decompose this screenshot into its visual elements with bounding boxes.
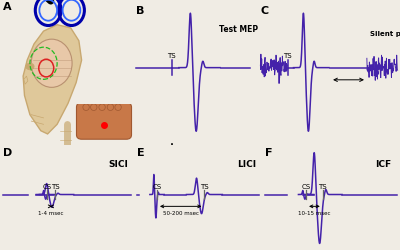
Text: CS: CS bbox=[42, 183, 52, 189]
Text: LICI: LICI bbox=[237, 159, 256, 168]
Polygon shape bbox=[23, 26, 82, 134]
Text: 50-200 msec: 50-200 msec bbox=[163, 211, 199, 216]
Text: ICF: ICF bbox=[375, 159, 392, 168]
Text: TS: TS bbox=[51, 183, 59, 189]
Ellipse shape bbox=[115, 104, 121, 111]
Text: D: D bbox=[3, 147, 12, 157]
Text: TS: TS bbox=[168, 52, 176, 58]
Ellipse shape bbox=[107, 104, 114, 111]
Text: Test MEP: Test MEP bbox=[219, 25, 258, 34]
Text: 0.5 mV: 0.5 mV bbox=[177, 144, 204, 153]
Text: CS: CS bbox=[302, 183, 311, 189]
Ellipse shape bbox=[83, 104, 89, 111]
Text: SICI: SICI bbox=[108, 159, 128, 168]
Text: C: C bbox=[261, 6, 269, 16]
Polygon shape bbox=[24, 77, 28, 85]
Ellipse shape bbox=[90, 104, 97, 111]
Text: B: B bbox=[136, 6, 145, 16]
Text: E: E bbox=[136, 147, 144, 157]
Ellipse shape bbox=[99, 104, 105, 111]
Ellipse shape bbox=[26, 64, 34, 70]
Text: Silent period: Silent period bbox=[370, 31, 400, 37]
Text: A: A bbox=[3, 2, 11, 12]
Text: 100 ms: 100 ms bbox=[175, 163, 204, 172]
Text: 1-4 msec: 1-4 msec bbox=[38, 211, 64, 216]
Text: F: F bbox=[265, 147, 272, 157]
Text: 10-15 msec: 10-15 msec bbox=[298, 211, 331, 216]
Text: TS: TS bbox=[283, 52, 292, 58]
Text: TS: TS bbox=[200, 183, 209, 189]
Ellipse shape bbox=[31, 40, 72, 88]
Text: CS: CS bbox=[152, 183, 162, 189]
Text: TS: TS bbox=[318, 183, 327, 189]
FancyBboxPatch shape bbox=[76, 103, 132, 140]
